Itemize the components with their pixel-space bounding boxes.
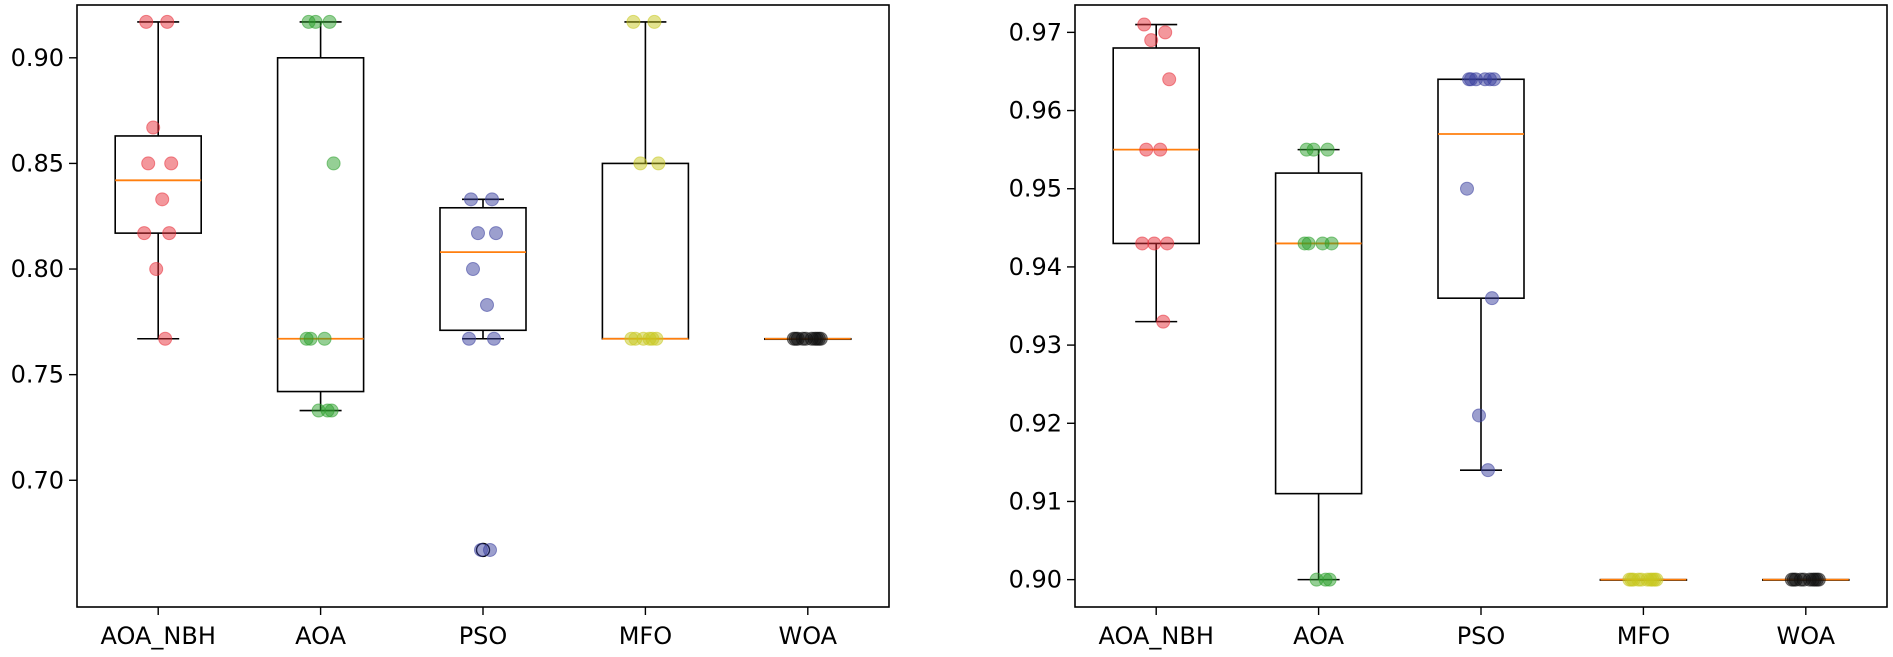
data-point: [137, 226, 152, 241]
y-tick-label: 0.80: [11, 255, 64, 283]
data-point: [1784, 572, 1799, 587]
data-point: [1162, 72, 1177, 87]
data-point: [462, 331, 476, 346]
y-tick-label: 0.95: [1009, 175, 1062, 203]
data-point: [1153, 142, 1168, 157]
y-tick-label: 0.94: [1009, 253, 1062, 281]
box-AOA: [276, 21, 365, 412]
x-tick-label: PSO: [459, 622, 508, 650]
data-point: [1478, 72, 1492, 87]
x-tick-label: WOA: [778, 622, 837, 650]
x-tick-label: AOA_NBH: [1099, 622, 1214, 650]
data-point: [1306, 142, 1321, 157]
data-point: [1137, 17, 1152, 32]
y-tick-label: 0.96: [1009, 97, 1062, 125]
left-box-plot: 0.70 0.75 0.80 0.85 0.90 AOA_NBH AOA PSO MFO WOA: [11, 4, 890, 650]
x-tick-label: MFO: [1617, 622, 1670, 650]
data-point: [326, 156, 341, 171]
x-tick-label: MFO: [619, 622, 672, 650]
y-tick-label: 0.85: [11, 149, 64, 177]
data-point: [1135, 236, 1150, 251]
data-point: [1464, 72, 1478, 87]
y-tick-label: 0.70: [11, 466, 64, 494]
data-point: [1158, 25, 1173, 40]
data-point: [1160, 236, 1175, 251]
iqr-box: [1437, 78, 1525, 299]
data-point: [146, 120, 161, 135]
data-point: [1156, 314, 1171, 329]
y-tick-label: 0.91: [1009, 487, 1062, 515]
iqr-box: [114, 135, 202, 234]
y-tick-label: 0.92: [1009, 409, 1062, 437]
data-point: [651, 156, 666, 171]
data-point: [1320, 142, 1335, 157]
iqr-box: [1274, 172, 1363, 495]
data-point: [308, 14, 323, 29]
data-point: [624, 331, 639, 346]
box-AOA_NBH: [114, 21, 202, 340]
data-point: [645, 331, 660, 346]
data-point: [626, 14, 641, 29]
data-point: [158, 331, 173, 346]
iqr-box: [276, 57, 365, 393]
x-tick-label: AOA: [295, 622, 346, 650]
data-point: [162, 226, 177, 241]
box-AOA_NBH: [1112, 23, 1200, 323]
data-point: [1139, 142, 1154, 157]
data-point: [155, 192, 170, 207]
data-point: [1318, 572, 1333, 587]
data-point: [1485, 291, 1499, 306]
data-point: [1315, 236, 1330, 251]
y-tick-label: 0.75: [11, 361, 64, 389]
data-point: [633, 156, 648, 171]
y-tick-label: 0.97: [1009, 18, 1062, 46]
data-point: [141, 156, 156, 171]
right-box-plot: 0.90 0.91 0.92 0.93 0.94 0.95 0.96 0.97 AOA_NBH A…: [1009, 4, 1888, 650]
box-MFO: [601, 21, 690, 340]
data-point: [149, 262, 164, 277]
data-point: [485, 192, 499, 207]
data-point: [647, 14, 662, 29]
data-point: [1147, 236, 1162, 251]
data-point: [786, 331, 801, 346]
data-point: [299, 331, 314, 346]
data-point: [160, 14, 175, 29]
data-point: [139, 14, 154, 29]
data-point: [489, 226, 503, 241]
x-tick-label: WOA: [1776, 622, 1835, 650]
y-tick-label: 0.90: [1009, 566, 1062, 594]
data-point: [322, 14, 337, 29]
data-point: [466, 262, 480, 277]
data-point: [1460, 181, 1474, 196]
data-point: [1622, 572, 1637, 587]
x-tick-label: AOA: [1293, 622, 1344, 650]
box-AOA: [1274, 148, 1363, 581]
data-point: [480, 297, 494, 312]
data-point: [487, 331, 501, 346]
data-point: [464, 192, 478, 207]
x-tick-label: PSO: [1457, 622, 1506, 650]
data-point: [164, 156, 179, 171]
data-point: [1297, 236, 1312, 251]
data-point: [807, 331, 822, 346]
x-tick-label: AOA_NBH: [101, 622, 216, 650]
y-tick-label: 0.90: [11, 44, 64, 72]
box-PSO: [439, 198, 527, 558]
data-point: [1144, 33, 1159, 48]
data-point: [1805, 572, 1820, 587]
data-point: [1472, 408, 1486, 423]
y-tick-label: 0.93: [1009, 331, 1062, 359]
data-point: [471, 226, 485, 241]
data-point: [483, 542, 497, 557]
iqr-box: [601, 162, 690, 340]
data-point: [1481, 463, 1495, 478]
iqr-box: [439, 206, 527, 332]
data-point: [1643, 572, 1658, 587]
data-point: [317, 331, 332, 346]
data-point: [320, 403, 335, 418]
